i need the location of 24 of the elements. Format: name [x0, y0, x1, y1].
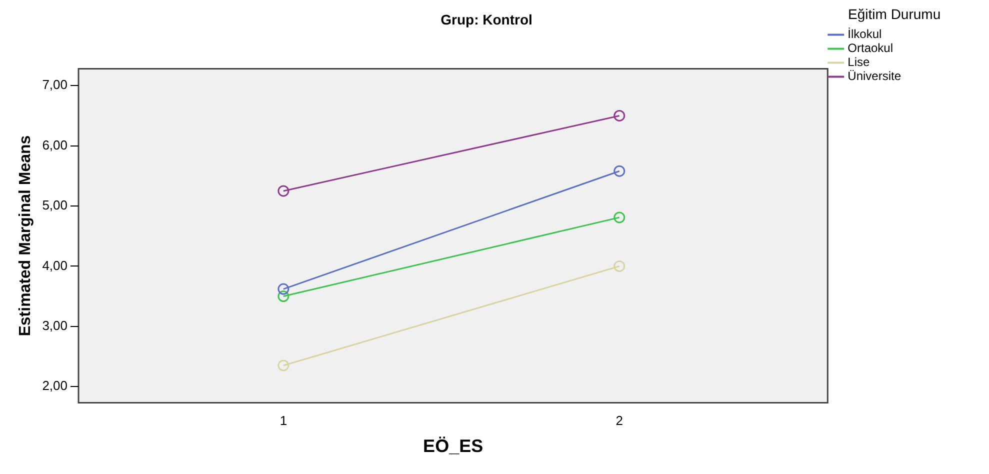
- y-tick-label: 2,00: [42, 378, 68, 394]
- chart-title: Grup: Kontrol: [440, 11, 532, 28]
- point: [278, 283, 290, 295]
- point: [614, 212, 626, 224]
- legend-label: İlkokul: [848, 27, 882, 42]
- point: [278, 185, 290, 197]
- y-axis-title: Estimated Marginal Means: [17, 135, 34, 336]
- legend-label: Üniversite: [848, 69, 902, 84]
- y-tick-label: 7,00: [42, 77, 68, 92]
- point: [614, 260, 626, 272]
- point: [278, 360, 290, 372]
- x-tick-label: 1: [280, 413, 288, 428]
- x-tick-label: 2: [616, 413, 623, 428]
- point: [278, 290, 290, 302]
- legend-label: Lise: [848, 55, 870, 70]
- point: [614, 110, 626, 122]
- y-tick-label: 6,00: [42, 137, 68, 152]
- point: [614, 165, 626, 177]
- y-tick-label: 5,00: [42, 198, 68, 213]
- x-axis-title: EÖ_ES: [423, 436, 484, 456]
- y-tick-label: 3,00: [42, 318, 68, 333]
- legend-label: Ortaokul: [848, 41, 894, 56]
- y-tick-label: 4,00: [42, 258, 68, 273]
- legend-title: Eğitim Durumu: [848, 6, 941, 22]
